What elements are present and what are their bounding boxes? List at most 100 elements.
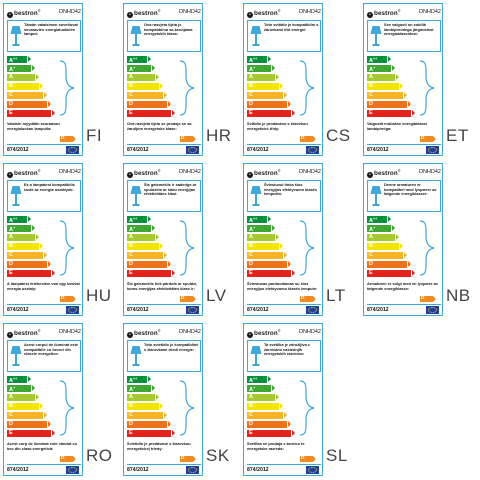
- energy-class-bar: C: [367, 252, 407, 259]
- label-divider: [127, 144, 201, 145]
- energy-class-bar: A+: [127, 385, 155, 393]
- brand-name: bestron: [134, 10, 158, 17]
- energy-class-bar: A: [127, 74, 159, 81]
- energy-scale: A++ A+ A B C D E: [127, 56, 175, 118]
- brace-icon: [177, 380, 197, 436]
- energy-class-bar: E: [127, 270, 175, 277]
- energy-class-letter: E: [9, 110, 13, 116]
- energy-class-bar: A+: [247, 385, 275, 393]
- brand-logo: • bestron®: [127, 169, 160, 178]
- bar-arrow-tip: [411, 270, 415, 276]
- bar-arrow-tip: [275, 234, 279, 240]
- energy-class-bar: E: [127, 110, 175, 117]
- sold-class-flag: D: [300, 456, 316, 462]
- bar-arrow-tip: [39, 403, 43, 409]
- energy-class-bar: B: [7, 243, 43, 250]
- brand-mark-icon: •: [127, 11, 133, 18]
- energy-scale: A++ A+ A B C D E: [367, 56, 415, 118]
- brand-name: bestron: [374, 10, 398, 17]
- energy-class-bar: A++: [367, 56, 391, 64]
- eu-flag-icon: [426, 306, 439, 314]
- energy-class-letter: A: [9, 387, 13, 393]
- registered-mark: ®: [277, 9, 281, 13]
- language-code: NB: [446, 286, 471, 305]
- brace-icon: [297, 380, 317, 436]
- energy-class-letter: A: [249, 227, 253, 233]
- bar-arrow-tip: [275, 394, 279, 400]
- language-code: LT: [326, 286, 346, 305]
- brace-icon: [417, 60, 437, 116]
- energy-class-bar: A: [7, 234, 39, 241]
- model-number: DNHD42: [178, 169, 201, 175]
- energy-class-letter: C: [129, 412, 133, 418]
- energy-class-bar: E: [127, 430, 175, 437]
- energy-class-bar: D: [7, 101, 51, 108]
- energy-class-letter: B: [129, 403, 133, 409]
- label-header: • bestron® DNHD42: [7, 168, 81, 178]
- sold-class-flag: D: [180, 136, 196, 142]
- compatibility-text: Tämän valaisimen soveltuvat seuraavien e…: [24, 22, 78, 37]
- label-divider: [7, 304, 81, 305]
- energy-class-letter: A: [9, 234, 13, 240]
- sold-with-text: Acest corp de iluminat este vândut cu be…: [7, 441, 78, 451]
- sold-with-text: Šis gaismeklis tiek pārdots ar spuldzi, …: [127, 281, 198, 291]
- energy-class-bar: D: [7, 261, 51, 268]
- eu-flag-icon: [306, 146, 319, 154]
- registered-mark: ®: [37, 169, 41, 173]
- bar-arrow-tip: [399, 83, 403, 89]
- sold-class-flag: D: [60, 296, 76, 302]
- energy-class-bar: E: [7, 430, 55, 437]
- bar-arrow-tip: [291, 270, 295, 276]
- energy-class-bar: A++: [247, 56, 271, 64]
- energy-class-letter: D: [369, 261, 373, 267]
- brand-mark-icon: •: [247, 171, 253, 178]
- energy-class-bar: B: [7, 403, 43, 410]
- model-number: DNHD42: [178, 329, 201, 335]
- energy-class-letter: C: [369, 92, 373, 98]
- label-header: • bestron® DNHD42: [127, 328, 201, 338]
- energy-class-letter: D: [9, 421, 13, 427]
- energy-class-bar: B: [367, 243, 403, 250]
- energy-label: • bestron® DNHD42 Denne armaturen er kompat…: [363, 163, 443, 316]
- label-divider: [127, 464, 201, 465]
- bar-arrow-tip: [51, 270, 55, 276]
- energy-class-plus: +: [132, 386, 136, 390]
- energy-class-bar: D: [127, 421, 171, 428]
- energy-class-letter: A: [129, 378, 133, 384]
- energy-class-bar: D: [247, 101, 291, 108]
- energy-class-letter: C: [249, 92, 253, 98]
- bar-arrow-tip: [407, 101, 411, 107]
- registered-mark: ®: [277, 169, 281, 173]
- energy-class-letter: A: [9, 74, 13, 80]
- energy-class-bar: A+: [127, 225, 155, 233]
- energy-class-letter: C: [129, 252, 133, 258]
- brand-logo: • bestron®: [7, 169, 40, 178]
- label-header: • bestron® DNHD42: [7, 8, 81, 18]
- energy-class-bar: A: [7, 394, 39, 401]
- brand-mark-icon: •: [367, 171, 373, 178]
- energy-class-letter: A: [369, 67, 373, 73]
- energy-class-bar: C: [7, 92, 47, 99]
- bar-arrow-tip: [31, 65, 35, 71]
- energy-class-letter: C: [9, 92, 13, 98]
- energy-class-letter: E: [249, 270, 253, 276]
- energy-class-bar: A+: [7, 385, 35, 393]
- bar-arrow-tip: [167, 101, 171, 107]
- brace-icon: [417, 220, 437, 276]
- bar-arrow-tip: [283, 92, 287, 98]
- energy-class-letter: D: [129, 261, 133, 267]
- bar-arrow-tip: [271, 385, 275, 391]
- sold-with-text: Valgustit müüakse energiaklassi lambipir…: [367, 121, 427, 131]
- energy-class-bar: B: [247, 83, 283, 90]
- energy-class-letter: B: [129, 243, 133, 249]
- energy-class-bar: C: [127, 412, 167, 419]
- bar-arrow-tip: [159, 403, 163, 409]
- energy-class-bar: A++: [127, 56, 151, 64]
- sold-with-text: Svietidlo je predávané s žiarovkou energ…: [127, 441, 191, 451]
- energy-class-letter: E: [369, 270, 373, 276]
- bar-arrow-tip: [151, 225, 155, 231]
- brand-mark-icon: •: [247, 11, 253, 18]
- table-lamp-icon: [10, 184, 22, 208]
- model-number: DNHD42: [298, 169, 321, 175]
- energy-class-plus: +: [372, 226, 376, 230]
